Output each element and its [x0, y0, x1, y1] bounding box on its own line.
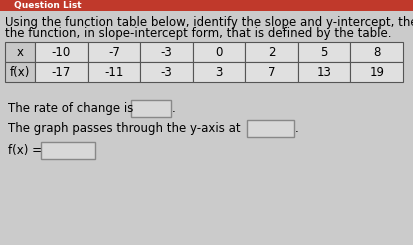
Text: The graph passes through the y-axis at: The graph passes through the y-axis at: [8, 122, 240, 135]
Text: f(x) =: f(x) =: [8, 144, 42, 157]
Text: 3: 3: [215, 65, 222, 78]
FancyBboxPatch shape: [349, 62, 402, 82]
FancyBboxPatch shape: [349, 42, 402, 62]
Text: 2: 2: [267, 46, 275, 59]
Text: x: x: [17, 46, 24, 59]
Text: .: .: [294, 122, 298, 135]
Text: -10: -10: [52, 46, 71, 59]
FancyBboxPatch shape: [35, 62, 88, 82]
FancyBboxPatch shape: [244, 62, 297, 82]
Text: -3: -3: [160, 46, 172, 59]
FancyBboxPatch shape: [247, 120, 293, 136]
FancyBboxPatch shape: [41, 142, 95, 159]
FancyBboxPatch shape: [140, 42, 192, 62]
Text: -17: -17: [52, 65, 71, 78]
Text: Question List: Question List: [14, 1, 81, 10]
FancyBboxPatch shape: [5, 62, 35, 82]
Text: The rate of change is: The rate of change is: [8, 101, 133, 114]
FancyBboxPatch shape: [35, 42, 88, 62]
Text: -3: -3: [160, 65, 172, 78]
Text: Using the function table below, identify the slope and y-intercept, then write: Using the function table below, identify…: [5, 16, 413, 29]
FancyBboxPatch shape: [297, 62, 349, 82]
FancyBboxPatch shape: [297, 42, 349, 62]
Text: -7: -7: [108, 46, 119, 59]
Text: 0: 0: [215, 46, 222, 59]
FancyBboxPatch shape: [0, 0, 413, 11]
FancyBboxPatch shape: [5, 42, 35, 62]
FancyBboxPatch shape: [244, 42, 297, 62]
FancyBboxPatch shape: [140, 62, 192, 82]
Text: 13: 13: [316, 65, 331, 78]
Text: the function, in slope-intercept form, that is defined by the table.: the function, in slope-intercept form, t…: [5, 27, 391, 40]
Text: 8: 8: [372, 46, 380, 59]
FancyBboxPatch shape: [88, 62, 140, 82]
Text: -11: -11: [104, 65, 123, 78]
Text: 5: 5: [320, 46, 327, 59]
Text: 19: 19: [368, 65, 383, 78]
Text: f(x): f(x): [10, 65, 30, 78]
FancyBboxPatch shape: [88, 42, 140, 62]
FancyBboxPatch shape: [192, 62, 244, 82]
FancyBboxPatch shape: [192, 42, 244, 62]
Text: 7: 7: [267, 65, 275, 78]
FancyBboxPatch shape: [131, 99, 171, 117]
Text: .: .: [171, 101, 176, 114]
